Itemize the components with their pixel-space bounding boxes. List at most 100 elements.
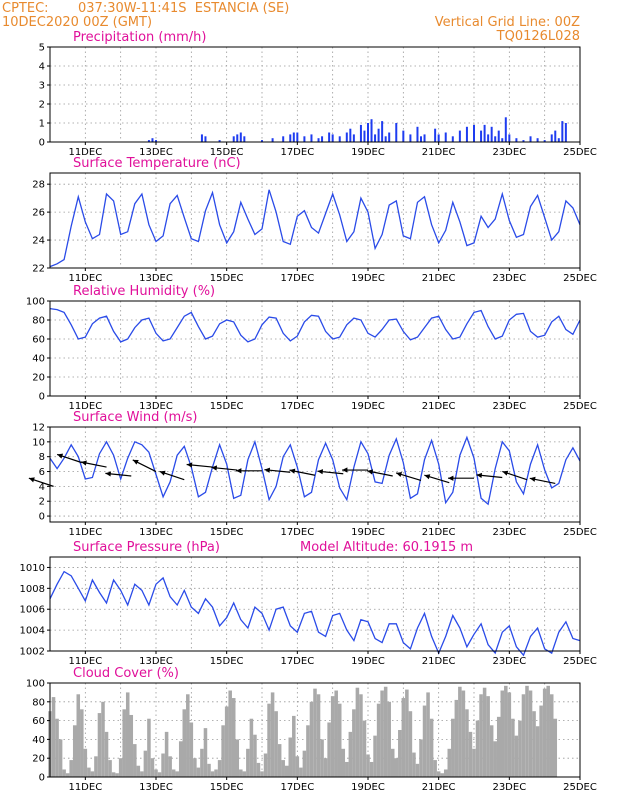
cloud-bar-1 <box>51 697 56 777</box>
wind-arrow-4 <box>132 459 157 473</box>
cloud-bar-38 <box>182 709 187 777</box>
wind-arrow-19 <box>529 476 556 484</box>
cloud-bar-133 <box>518 720 522 777</box>
cloud-bar-39 <box>186 694 190 777</box>
cloud-bar-85 <box>348 731 353 777</box>
cloud-bar-137 <box>532 711 536 777</box>
cloud-bar-106 <box>422 705 427 777</box>
cloud-bar-10 <box>83 748 88 777</box>
cloud-bar-29 <box>150 758 155 777</box>
wind-arrow-head-1 <box>57 453 64 459</box>
cloud-bar-66 <box>281 760 285 777</box>
cloud-bar-8 <box>76 694 81 777</box>
precip-bar-1 <box>151 138 154 142</box>
precip-bar-46 <box>465 126 468 142</box>
precip-bar-11 <box>271 138 274 142</box>
cloud-bar-115 <box>454 699 459 777</box>
wind-arrow-head-19 <box>529 476 536 482</box>
cloud-bar-3 <box>58 739 63 777</box>
cloud-bar-77 <box>320 739 324 777</box>
temp-ytick-label-1: 24 <box>32 236 45 247</box>
header-source: CPTEC: <box>2 1 49 16</box>
pres-ytick-label-1: 1004 <box>20 626 45 637</box>
wind-arrow-6 <box>186 462 213 468</box>
precip-bar-7 <box>236 134 239 142</box>
cloud-bar-143 <box>553 718 558 777</box>
cloud-bar-76 <box>316 694 321 777</box>
temp-ytick-label-0: 22 <box>32 264 45 275</box>
wind-arrow-head-10 <box>289 468 296 474</box>
precip-bar-15 <box>296 132 299 142</box>
wind-arrow-head-7 <box>211 465 218 471</box>
precip-bar-8 <box>239 132 242 142</box>
precip-bar-57 <box>515 138 518 142</box>
precip-bar-33 <box>384 136 387 142</box>
cloud-bar-56 <box>246 748 250 777</box>
wind-arrow-head-17 <box>476 472 483 479</box>
cloud-bar-58 <box>253 734 257 777</box>
temp-xtick-label-3: 17DEC <box>280 273 314 284</box>
cloud-xtick-label-4: 19DEC <box>351 782 385 793</box>
cloud-bar-136 <box>528 690 533 777</box>
cloud-bar-15 <box>101 701 105 777</box>
wind-arrow-head-3 <box>105 471 112 477</box>
cloud-bar-47 <box>214 769 218 777</box>
wind-arrow-15 <box>424 474 450 484</box>
cloud-bar-105 <box>419 739 423 777</box>
cloud-xtick-label-7: 25DEC <box>563 782 597 793</box>
precip-bar-27 <box>363 130 366 142</box>
cloud-bar-131 <box>511 718 515 777</box>
pres-panel: Surface Pressure (hPa) Model Altitude: 60… <box>20 540 597 667</box>
cloud-bar-135 <box>525 685 529 777</box>
cloud-bar-73 <box>306 725 310 777</box>
precip-bar-65 <box>561 121 564 142</box>
pres-xtick-label-5: 21DEC <box>422 656 456 667</box>
wind-arrow-2 <box>80 460 107 468</box>
cloud-ytick-label-2: 40 <box>32 735 45 746</box>
precip-bar-55 <box>504 117 507 142</box>
cloud-bar-53 <box>235 739 240 777</box>
precip-bar-49 <box>483 124 486 142</box>
cloud-bar-18 <box>111 772 116 777</box>
cloud-bar-22 <box>125 692 130 777</box>
precip-bar-16 <box>303 136 306 142</box>
wind-arrow-5 <box>159 470 185 481</box>
cloud-bar-130 <box>507 692 512 777</box>
precip-bar-58 <box>522 140 525 142</box>
wind-ytick-label-2: 4 <box>39 482 45 493</box>
pres-extra-label: Model Altitude: 60.1915 m <box>300 540 473 555</box>
temp-ytick-label-3: 28 <box>32 180 45 191</box>
precip-bar-31 <box>377 128 380 142</box>
cloud-bar-57 <box>249 718 254 777</box>
pres-frame <box>49 556 581 652</box>
cloud-bar-112 <box>443 769 448 777</box>
precip-bar-64 <box>557 138 560 142</box>
temp-xtick-label-7: 25DEC <box>563 273 597 284</box>
cloud-bar-90 <box>366 754 370 777</box>
temp-xtick-label-0: 11DEC <box>68 273 102 284</box>
cloud-bar-100 <box>401 698 406 777</box>
rh-xtick-label-0: 11DEC <box>68 401 102 412</box>
cloud-bar-103 <box>412 752 416 777</box>
precip-bar-62 <box>550 134 553 142</box>
cloud-bar-141 <box>546 685 550 777</box>
precip-bar-36 <box>402 130 405 142</box>
cloud-bar-142 <box>549 694 554 777</box>
cloud-bar-51 <box>228 690 232 777</box>
temp-frame <box>49 172 581 269</box>
temp-xtick-label-6: 23DEC <box>492 273 526 284</box>
precip-bar-13 <box>289 134 292 142</box>
precip-bar-63 <box>554 130 557 142</box>
wind-arrow-head-4 <box>132 459 139 465</box>
precip-bar-26 <box>359 124 362 142</box>
precip-bar-24 <box>349 128 352 142</box>
cloud-bar-125 <box>489 725 494 777</box>
wind-arrow-head-5 <box>159 470 166 476</box>
wind-title: Surface Wind (m/s) <box>73 410 197 425</box>
precip-bar-21 <box>331 134 334 142</box>
cloud-bar-119 <box>468 731 473 777</box>
cloud-bar-81 <box>334 690 338 777</box>
wind-arrow-10 <box>289 468 316 476</box>
cloud-bar-140 <box>542 688 547 777</box>
